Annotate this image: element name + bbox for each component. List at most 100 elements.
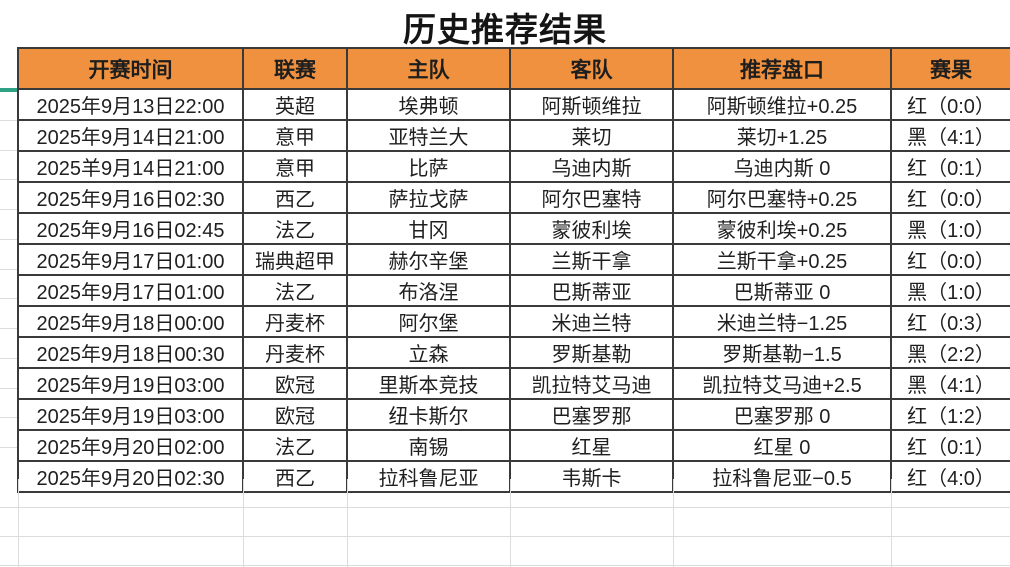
cell-league[interactable]: 欧冠 (242, 398, 348, 431)
cell-handicap[interactable]: 莱切+1.25 (672, 119, 892, 152)
cell-away-team[interactable]: 乌迪内斯 (509, 150, 674, 183)
table-row: 2025年9月18日00:00 丹麦杯 阿尔堡 米迪兰特 米迪兰特−1.25 红（0:3） (17, 305, 1010, 338)
cell-start-time[interactable]: 2025年9月17日01:00 (17, 274, 244, 307)
header-cell-handicap[interactable]: 推荐盘口 (672, 47, 892, 90)
cell-league[interactable]: 瑞典超甲 (242, 243, 348, 276)
cell-start-time[interactable]: 2025年9月16日02:45 (17, 212, 244, 245)
cell-handicap[interactable]: 兰斯干拿+0.25 (672, 243, 892, 276)
cell-result[interactable]: 黑（1:0） (890, 212, 1010, 245)
cell-home-team[interactable]: 拉科鲁尼亚 (346, 460, 511, 493)
cell-league[interactable]: 法乙 (242, 274, 348, 307)
cell-away-team[interactable]: 罗斯基勒 (509, 336, 674, 369)
cell-start-time[interactable]: 2025年9月14日21:00 (17, 119, 244, 152)
cell-result[interactable]: 黑（4:1） (890, 367, 1010, 400)
header-cell-away[interactable]: 客队 (509, 47, 674, 90)
cell-away-team[interactable]: 巴斯蒂亚 (509, 274, 674, 307)
cell-handicap[interactable]: 凯拉特艾马迪+2.5 (672, 367, 892, 400)
gutter-gridline (0, 120, 18, 121)
cell-home-team[interactable]: 南锡 (346, 429, 511, 462)
cell-handicap[interactable]: 阿斯顿维拉+0.25 (672, 88, 892, 121)
cell-start-time[interactable]: 2025年9月20日02:00 (17, 429, 244, 462)
cell-result[interactable]: 红（0:0） (890, 88, 1010, 121)
cell-result[interactable]: 红（0:1） (890, 429, 1010, 462)
empty-gridline (347, 479, 348, 567)
cell-result[interactable]: 红（1:2） (890, 398, 1010, 431)
cell-away-team[interactable]: 凯拉特艾马迪 (509, 367, 674, 400)
cell-away-team[interactable]: 阿斯顿维拉 (509, 88, 674, 121)
table-row: 2025年9月13日22:00 英超 埃弗顿 阿斯顿维拉 阿斯顿维拉+0.25 红（0:0… (17, 88, 1010, 121)
cell-league[interactable]: 丹麦杯 (242, 305, 348, 338)
cell-handicap[interactable]: 米迪兰特−1.25 (672, 305, 892, 338)
results-table-body: 2025年9月13日22:00 英超 埃弗顿 阿斯顿维拉 阿斯顿维拉+0.25 红（0:0… (17, 88, 1010, 493)
cell-handicap[interactable]: 罗斯基勒−1.5 (672, 336, 892, 369)
cell-away-team[interactable]: 米迪兰特 (509, 305, 674, 338)
page-title: 历史推荐结果 (403, 11, 607, 48)
cell-league[interactable]: 西乙 (242, 181, 348, 214)
cell-handicap[interactable]: 巴斯蒂亚 0 (672, 274, 892, 307)
cell-home-team[interactable]: 甘冈 (346, 212, 511, 245)
cell-league[interactable]: 意甲 (242, 150, 348, 183)
table-row: 2025年9月17日01:00 法乙 布洛涅 巴斯蒂亚 巴斯蒂亚 0 黑（1:0） (17, 274, 1010, 307)
cell-league[interactable]: 欧冠 (242, 367, 348, 400)
cell-start-time[interactable]: 2025年9月19日03:00 (17, 398, 244, 431)
cell-start-time[interactable]: 2025年9月16日02:30 (17, 181, 244, 214)
cell-result[interactable]: 黑（4:1） (890, 119, 1010, 152)
cell-home-team[interactable]: 萨拉戈萨 (346, 181, 511, 214)
table-row: 2025年9月18日00:30 丹麦杯 立森 罗斯基勒 罗斯基勒−1.5 黑（2:2） (17, 336, 1010, 369)
empty-gridline (0, 507, 1010, 508)
cell-home-team[interactable]: 布洛涅 (346, 274, 511, 307)
cell-result[interactable]: 红（0:0） (890, 243, 1010, 276)
cell-away-team[interactable]: 兰斯干拿 (509, 243, 674, 276)
cell-start-time[interactable]: 2025年9月18日00:00 (17, 305, 244, 338)
cell-home-team[interactable]: 赫尔辛堡 (346, 243, 511, 276)
cell-league[interactable]: 英超 (242, 88, 348, 121)
cell-away-team[interactable]: 阿尔巴塞特 (509, 181, 674, 214)
cell-away-team[interactable]: 蒙彼利埃 (509, 212, 674, 245)
gutter-gridline (0, 179, 18, 180)
cell-handicap[interactable]: 乌迪内斯 0 (672, 150, 892, 183)
cell-away-team[interactable]: 莱切 (509, 119, 674, 152)
header-cell-result[interactable]: 赛果 (890, 47, 1010, 90)
cell-home-team[interactable]: 立森 (346, 336, 511, 369)
cell-home-team[interactable]: 里斯本竞技 (346, 367, 511, 400)
cell-result[interactable]: 黑（2:2） (890, 336, 1010, 369)
cell-home-team[interactable]: 亚特兰大 (346, 119, 511, 152)
header-cell-league[interactable]: 联赛 (242, 47, 348, 90)
cell-handicap[interactable]: 拉科鲁尼亚−0.5 (672, 460, 892, 493)
cell-start-time[interactable]: 2025年9月19日03:00 (17, 367, 244, 400)
cell-handicap[interactable]: 红星 0 (672, 429, 892, 462)
gutter-gridline (0, 239, 18, 240)
cell-start-time[interactable]: 2025年9月18日00:30 (17, 336, 244, 369)
cell-start-time[interactable]: 2025年9月17日01:00 (17, 243, 244, 276)
header-cell-time[interactable]: 开赛时间 (17, 47, 244, 90)
table-row: 2025年9月16日02:30 西乙 萨拉戈萨 阿尔巴塞特 阿尔巴塞特+0.25 红（0:… (17, 181, 1010, 214)
cell-result[interactable]: 红（4:0） (890, 460, 1010, 493)
table-row: 2025年9月17日01:00 瑞典超甲 赫尔辛堡 兰斯干拿 兰斯干拿+0.25 红（0:… (17, 243, 1010, 276)
cell-away-team[interactable]: 韦斯卡 (509, 460, 674, 493)
cell-home-team[interactable]: 纽卡斯尔 (346, 398, 511, 431)
cell-away-team[interactable]: 巴塞罗那 (509, 398, 674, 431)
cell-start-time[interactable]: 2025年9月13日22:00 (17, 88, 244, 121)
cell-league[interactable]: 意甲 (242, 119, 348, 152)
cell-league[interactable]: 法乙 (242, 429, 348, 462)
cell-start-time[interactable]: 2025年9月20日02:30 (17, 460, 244, 493)
cell-away-team[interactable]: 红星 (509, 429, 674, 462)
cell-result[interactable]: 红（0:1） (890, 150, 1010, 183)
cell-result[interactable]: 红（0:3） (890, 305, 1010, 338)
cell-home-team[interactable]: 比萨 (346, 150, 511, 183)
empty-gridline (510, 479, 511, 567)
header-cell-home[interactable]: 主队 (346, 47, 511, 90)
cell-home-team[interactable]: 阿尔堡 (346, 305, 511, 338)
cell-result[interactable]: 黑（1:0） (890, 274, 1010, 307)
cell-handicap[interactable]: 蒙彼利埃+0.25 (672, 212, 892, 245)
cell-handicap[interactable]: 巴塞罗那 0 (672, 398, 892, 431)
cell-league[interactable]: 西乙 (242, 460, 348, 493)
cell-home-team[interactable]: 埃弗顿 (346, 88, 511, 121)
cell-league[interactable]: 法乙 (242, 212, 348, 245)
cell-league[interactable]: 丹麦杯 (242, 336, 348, 369)
cell-result[interactable]: 红（0:0） (890, 181, 1010, 214)
results-table: 开赛时间 联赛 主队 客队 推荐盘口 赛果 2025年9月13日22:00 英超埃… (17, 47, 1010, 493)
cell-start-time[interactable]: 2025羊9月14日21:00 (17, 150, 244, 183)
cell-handicap[interactable]: 阿尔巴塞特+0.25 (672, 181, 892, 214)
empty-gridline (0, 565, 1010, 566)
